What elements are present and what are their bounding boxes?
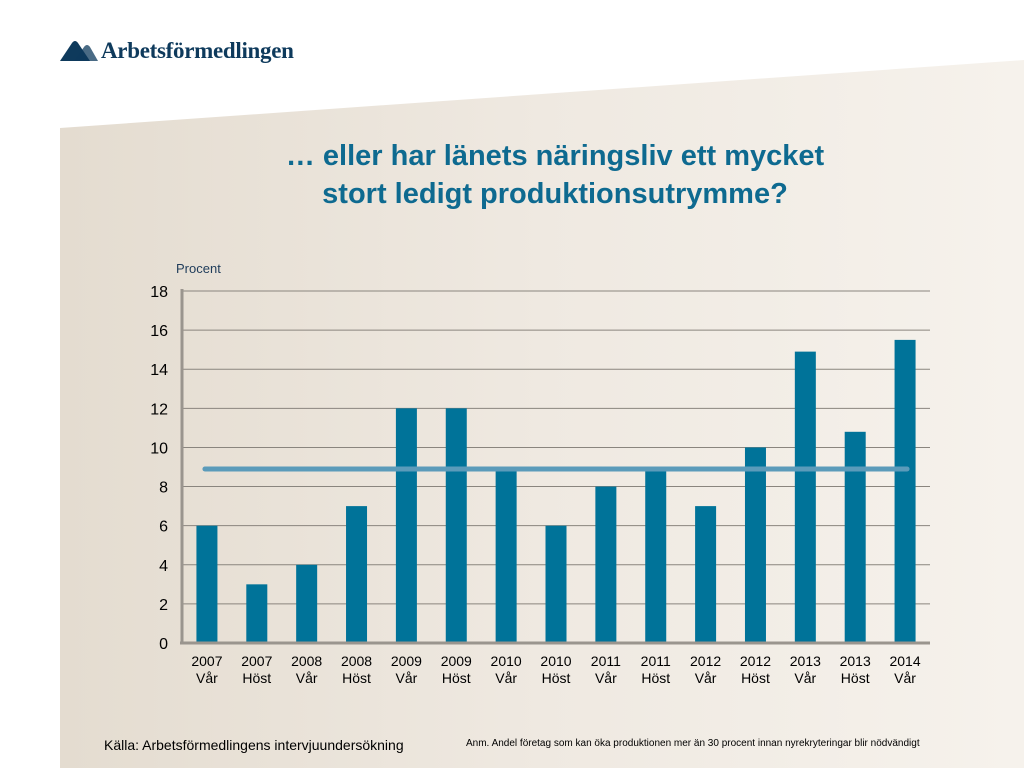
x-tick-label: 2008	[291, 653, 322, 669]
x-tick-label: 2011	[641, 653, 671, 669]
x-tick-label: Vår	[495, 670, 517, 686]
x-tick-label: 2013	[790, 653, 821, 669]
bar	[246, 584, 268, 643]
axes	[180, 289, 930, 645]
x-tick-label: 2009	[441, 653, 472, 669]
bar	[744, 447, 766, 643]
x-tick-label: Höst	[442, 670, 471, 686]
x-tick-label: 2014	[889, 653, 920, 669]
y-axis-label: Procent	[176, 261, 221, 276]
x-tick-label: Vår	[595, 670, 617, 686]
bar	[844, 431, 866, 643]
bar	[196, 525, 218, 643]
bar	[595, 486, 617, 643]
bar	[894, 339, 916, 643]
slide-title: … eller har länets näringsliv ett mycket…	[200, 137, 910, 213]
x-tick-label: Höst	[841, 670, 870, 686]
bar	[395, 408, 417, 643]
y-tick-label: 18	[150, 284, 168, 301]
bar	[545, 525, 567, 643]
title-line-2: stort ledigt produktionsutrymme?	[322, 178, 788, 210]
y-axis-ticks: 0 2 4 6 8 10 12 14 16 18	[150, 284, 168, 653]
x-tick-label: Höst	[242, 670, 271, 686]
y-tick-label: 8	[159, 480, 168, 497]
title-line-1: … eller har länets näringsliv ett mycket	[285, 140, 825, 172]
source-note: Källa: Arbetsförmedlingens intervjuunder…	[104, 737, 404, 753]
x-tick-label: Vår	[396, 670, 418, 686]
x-tick-label: Vår	[894, 670, 916, 686]
bar	[296, 564, 318, 643]
x-tick-label: Höst	[542, 670, 571, 686]
x-tick-label: Höst	[741, 670, 770, 686]
x-tick-label: Vår	[794, 670, 816, 686]
y-tick-label: 12	[150, 401, 168, 418]
bar	[794, 351, 816, 643]
x-tick-label: 2010	[540, 653, 571, 669]
x-tick-label: Vår	[296, 670, 318, 686]
y-tick-label: 4	[159, 558, 168, 575]
x-tick-label: 2010	[491, 653, 522, 669]
logo-text: Arbetsförmedlingen	[101, 38, 294, 63]
bar	[695, 506, 717, 643]
x-tick-label: 2012	[740, 653, 771, 669]
x-tick-label: Vår	[695, 670, 717, 686]
x-axis-ticks: 2007Vår2007Höst2008Vår2008Höst2009Vår200…	[191, 653, 920, 686]
bar	[495, 467, 517, 643]
y-tick-label: 0	[159, 636, 168, 653]
x-tick-label: 2007	[241, 653, 272, 669]
x-tick-label: 2013	[840, 653, 871, 669]
x-tick-label: 2009	[391, 653, 422, 669]
y-tick-label: 6	[159, 519, 168, 536]
bar	[346, 506, 368, 643]
x-tick-label: 2011	[591, 653, 621, 669]
y-tick-label: 2	[159, 597, 168, 614]
footnote: Anm. Andel företag som kan öka produktio…	[466, 738, 920, 749]
x-tick-label: 2012	[690, 653, 721, 669]
bar	[645, 467, 667, 643]
x-tick-label: 2007	[191, 653, 222, 669]
x-tick-label: Vår	[196, 670, 218, 686]
logo-mark-icon	[60, 41, 98, 61]
bars	[196, 339, 916, 643]
bar	[445, 408, 467, 643]
y-tick-label: 16	[150, 323, 168, 340]
x-tick-label: 2008	[341, 653, 372, 669]
x-tick-label: Höst	[641, 670, 670, 686]
y-tick-label: 14	[150, 362, 168, 379]
arbetsformedlingen-logo: Arbetsförmedlingen	[58, 38, 294, 64]
x-tick-label: Höst	[342, 670, 371, 686]
y-tick-label: 10	[150, 440, 168, 457]
